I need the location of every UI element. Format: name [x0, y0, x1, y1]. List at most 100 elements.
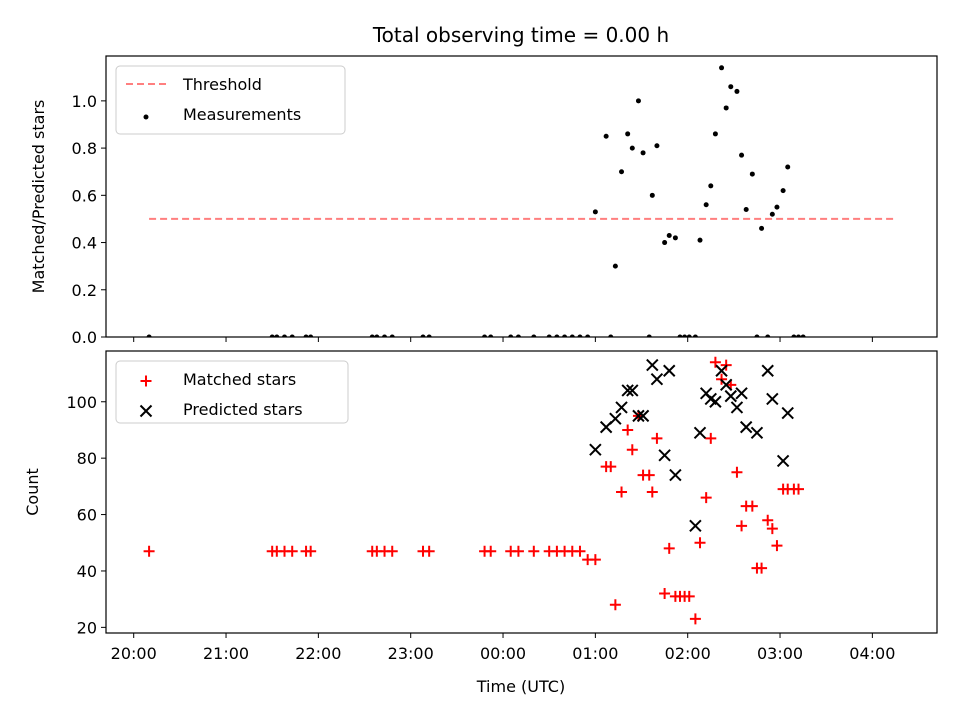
matched-stars-point [762, 514, 774, 526]
measurements-point [677, 334, 683, 337]
measurements-point [282, 334, 288, 337]
matched-stars-point [286, 545, 298, 557]
legend-label: Threshold [182, 75, 262, 94]
measurements-point [666, 232, 672, 238]
measurements-point [739, 152, 745, 158]
measurements-point [612, 263, 618, 269]
y-tick-label: 0.8 [72, 139, 97, 158]
y-tick-label: 0.4 [72, 234, 97, 253]
measurements-point [625, 131, 631, 137]
measurements-point [785, 164, 791, 170]
legend-label: Measurements [183, 105, 301, 124]
measurements-point [654, 143, 660, 149]
matched-stars-point [616, 486, 628, 498]
matched-stars-point [746, 500, 758, 512]
measurements-point [274, 334, 280, 337]
matched-stars-point [574, 545, 586, 557]
measurements-point [723, 105, 729, 111]
measurements-point [682, 334, 688, 337]
x-axis-label: Time (UTC) [476, 677, 565, 696]
measurements-point [734, 88, 740, 94]
matched-stars-point [386, 545, 398, 557]
predicted-stars-point [669, 468, 682, 482]
measurements-point [577, 334, 583, 337]
measurements-point [146, 334, 152, 337]
predicted-stars-point [693, 426, 707, 439]
matched-stars-point [663, 542, 675, 554]
predicted-stars-point [636, 409, 650, 423]
y-tick-label: 0.6 [72, 186, 97, 205]
predicted-stars-point [663, 364, 676, 377]
predicted-stars-point [730, 401, 744, 414]
y-tick-label: 0.2 [72, 281, 97, 300]
y-tick-label: 100 [66, 393, 97, 412]
matched-stars-point [694, 537, 706, 549]
measurements-point [508, 334, 514, 337]
matched-stars-point [605, 461, 617, 473]
matched-stars-point [646, 486, 658, 498]
measurements-point [712, 131, 718, 137]
predicted-stars-point [781, 406, 794, 420]
matched-stars-point [589, 554, 601, 566]
plot-area [146, 65, 896, 337]
legend: Matched stars Predicted stars [115, 360, 349, 424]
predicted-stars-point [750, 426, 764, 439]
matched-stars-point [731, 466, 743, 478]
predicted-stars-point [761, 364, 774, 377]
measurements-point [672, 235, 678, 241]
legend-box [115, 360, 349, 424]
predicted-stars-point [632, 409, 645, 423]
predicted-stars-point [735, 387, 748, 400]
measurements-point [303, 334, 309, 337]
matched-stars-point [528, 545, 540, 557]
measurements-point [269, 334, 275, 337]
measurements-point [619, 169, 625, 175]
measurements-point [662, 240, 668, 246]
y-tick-label: 60 [77, 506, 97, 525]
measurements-point [640, 150, 646, 156]
matched-stars-point [423, 545, 435, 557]
predicted-stars-point [766, 392, 779, 406]
matched-stars-point [689, 613, 701, 625]
y-tick-label: 1.0 [72, 92, 97, 111]
predicted-stars-point [689, 519, 702, 533]
measurements-point [554, 334, 560, 337]
measurements-point [374, 334, 380, 337]
x-tick-label: 20:00 [111, 644, 157, 663]
measurements-point [769, 211, 775, 217]
measurements-point [382, 334, 388, 337]
chart-title: Total observing time = 0.00 h [372, 23, 669, 47]
legend-box [115, 65, 346, 135]
measurements-point [743, 206, 749, 212]
matched-stars-point [512, 545, 524, 557]
predicted-stars-point [709, 395, 722, 408]
measurements-point [703, 202, 709, 208]
legend-marker-swatch [140, 375, 152, 387]
x-tick-label: 22:00 [295, 644, 341, 663]
matched-stars-point [793, 483, 804, 495]
predicted-stars-point [615, 401, 628, 414]
measurements-point [796, 334, 801, 337]
measurements-point [592, 209, 598, 215]
measurements-point [389, 334, 395, 337]
measurements-point [759, 225, 765, 231]
matched-stars-point [143, 545, 155, 557]
measurements-point [765, 334, 771, 337]
predicted-stars-point [589, 443, 602, 456]
measurements-point [531, 334, 537, 337]
predicted-stars-point [776, 454, 790, 468]
legend-marker-swatch [139, 404, 153, 418]
matched-stars-point [771, 540, 783, 552]
predicted-stars-point [609, 412, 622, 425]
predicted-stars-point [658, 449, 671, 462]
matched-stars-point [756, 562, 768, 574]
matched-stars-point [700, 492, 712, 504]
matched-stars-point [643, 469, 655, 481]
legend-label: Matched stars [183, 370, 296, 389]
measurements-point [780, 188, 786, 194]
measurements-point [692, 334, 698, 337]
measurements-point [482, 334, 488, 337]
plot-frame [105, 55, 938, 338]
